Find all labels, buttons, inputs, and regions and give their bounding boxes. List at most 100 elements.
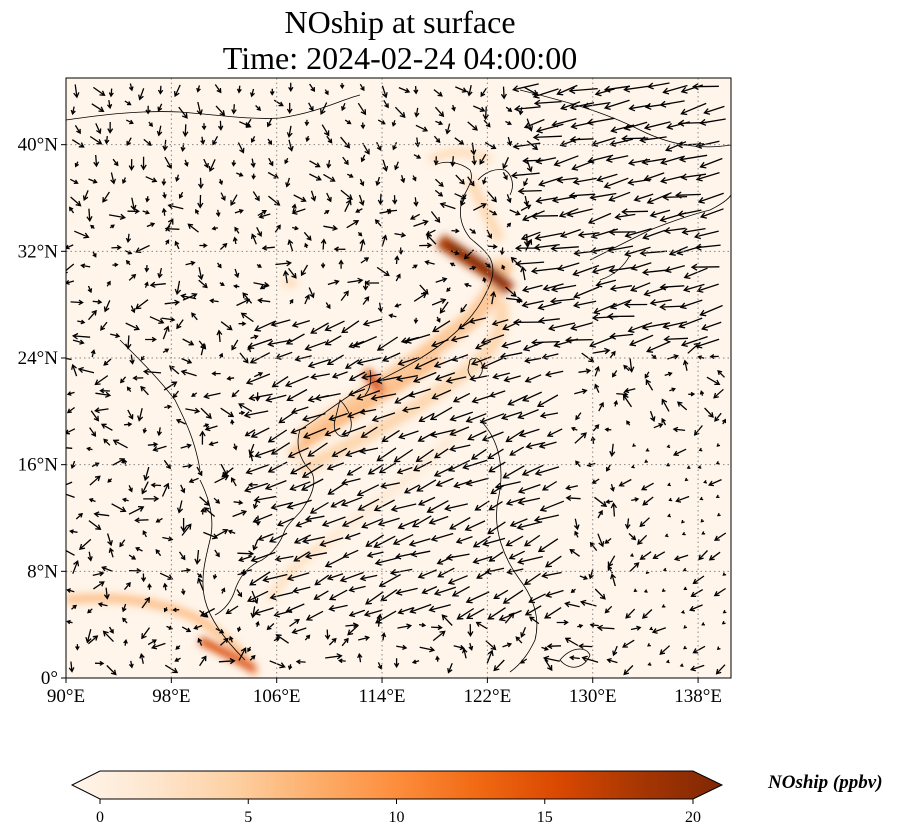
wind-arrow <box>102 191 110 203</box>
wind-arrow <box>320 262 326 269</box>
wind-arrow <box>624 518 631 530</box>
wind-arrow <box>645 379 654 391</box>
wind-arrow <box>697 465 702 469</box>
wind-arrow <box>304 515 325 523</box>
wind-arrow <box>128 159 135 171</box>
wind-arrow <box>662 84 688 95</box>
wind-arrow <box>269 88 275 96</box>
wind-arrow <box>128 660 134 669</box>
wind-arrow <box>581 655 599 663</box>
wind-arrow <box>66 406 75 414</box>
wind-arrow <box>430 532 454 542</box>
wind-arrow <box>574 432 587 444</box>
wind-arrow <box>539 412 559 419</box>
wind-arrow <box>479 413 505 425</box>
wind-arrow <box>556 176 578 184</box>
wind-arrow <box>247 646 252 653</box>
wind-arrow <box>356 389 381 401</box>
wind-arrow <box>66 619 73 625</box>
wind-arrow <box>503 375 521 383</box>
wind-arrow <box>178 106 188 119</box>
wind-arrow <box>145 336 157 343</box>
wind-arrow <box>501 340 522 349</box>
wind-arrow <box>286 572 310 582</box>
wind-arrow <box>66 244 74 250</box>
wind-arrow <box>522 157 544 165</box>
wind-arrow <box>521 300 544 309</box>
wind-arrow <box>471 395 492 404</box>
wind-arrow <box>629 334 654 347</box>
wind-arrow <box>212 135 219 146</box>
wind-arrow <box>320 102 328 116</box>
wind-arrow <box>211 226 219 231</box>
wind-arrow <box>515 636 523 644</box>
wind-arrow <box>270 319 291 328</box>
wind-arrow <box>565 495 581 502</box>
wind-arrow <box>692 83 719 91</box>
wind-arrow <box>286 499 312 510</box>
wind-arrow <box>325 302 331 310</box>
wind-arrow <box>447 662 453 674</box>
wind-arrow <box>393 448 414 463</box>
wind-arrow <box>253 371 264 378</box>
wind-arrow <box>108 213 127 221</box>
wind-arrow <box>141 481 149 495</box>
wind-arrow <box>421 586 438 595</box>
wind-arrow <box>129 354 135 365</box>
wind-arrow <box>424 259 435 266</box>
wind-arrow <box>504 612 515 624</box>
wind-arrow <box>74 161 79 168</box>
wind-arrow <box>549 297 575 305</box>
wind-arrow <box>643 589 648 593</box>
wind-arrow <box>66 391 75 396</box>
wind-arrow <box>610 502 618 517</box>
wind-arrow <box>708 551 721 561</box>
wind-arrow <box>87 551 93 562</box>
wind-arrow <box>556 84 578 96</box>
wind-arrow <box>575 412 582 421</box>
wind-arrow <box>557 262 580 272</box>
wind-arrow <box>516 299 523 304</box>
wind-arrow <box>121 497 129 503</box>
wind-arrow <box>524 86 539 96</box>
wind-arrow <box>517 408 539 420</box>
wind-arrow <box>381 352 401 362</box>
wind-arrow <box>199 430 206 445</box>
wind-arrow <box>541 646 549 651</box>
wind-arrow <box>341 515 364 528</box>
wind-arrow <box>380 589 398 602</box>
wind-arrow <box>640 482 654 491</box>
wind-arrow <box>230 194 238 207</box>
wind-arrow <box>682 283 705 293</box>
wind-arrow <box>506 194 512 204</box>
map-frame <box>65 77 732 679</box>
wind-arrow <box>362 318 383 327</box>
wind-arrow <box>250 158 256 168</box>
wind-arrow <box>251 590 259 605</box>
wind-arrow <box>215 209 221 218</box>
wind-arrow <box>717 370 725 378</box>
wind-arrow <box>364 279 380 286</box>
wind-arrow <box>435 655 440 662</box>
wind-arrow <box>69 178 79 185</box>
wind-arrow <box>396 466 413 475</box>
wind-arrow <box>273 99 284 107</box>
wind-arrow <box>123 638 128 646</box>
wind-arrow <box>270 442 291 455</box>
wind-arrow <box>91 462 100 468</box>
wind-arrow <box>661 398 670 412</box>
wind-arrow <box>365 534 384 547</box>
wind-arrow <box>126 137 132 147</box>
wind-arrow <box>537 538 559 553</box>
wind-arrow <box>454 193 467 200</box>
wind-arrow <box>321 124 330 137</box>
wind-arrow <box>534 466 560 476</box>
wind-arrow <box>569 548 580 557</box>
wind-arrow <box>294 355 312 362</box>
wind-arrow <box>413 86 419 95</box>
wind-arrow <box>603 99 630 111</box>
wind-arrow <box>233 284 240 289</box>
wind-arrow <box>110 172 117 185</box>
wind-arrow <box>239 352 249 364</box>
wind-arrow <box>195 208 200 215</box>
